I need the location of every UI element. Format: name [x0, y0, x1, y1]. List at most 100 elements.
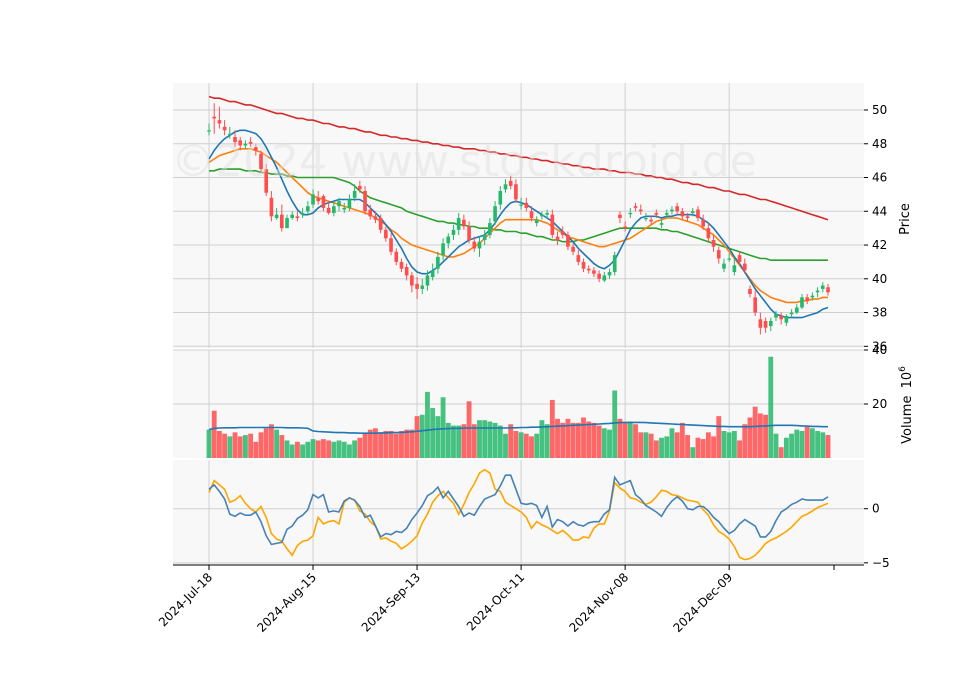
volume-bar	[305, 441, 311, 458]
volume-bar	[747, 417, 753, 458]
volume-bar	[601, 428, 607, 458]
volume-axis-tick-label: 40	[872, 343, 887, 357]
price-axis-tick-label: 46	[872, 171, 887, 185]
volume-bar	[388, 431, 394, 458]
candle-body	[602, 275, 607, 281]
volume-bar	[419, 414, 425, 458]
candle-body	[280, 214, 284, 229]
volume-bar	[612, 390, 618, 458]
price-axis-tick-label: 40	[872, 272, 887, 286]
volume-bar	[258, 432, 264, 458]
volume-bar	[591, 422, 597, 458]
candle-body	[508, 180, 513, 186]
candle-body	[404, 266, 409, 276]
candle-body	[347, 199, 352, 208]
volume-bar	[477, 420, 482, 458]
candle-body	[550, 214, 555, 235]
volume-bar	[404, 429, 410, 458]
candle-body	[399, 261, 404, 269]
candle-body	[342, 207, 347, 210]
candle-body	[649, 219, 653, 222]
candle-body	[259, 153, 263, 170]
x-axis-tick-label: 2024-Jul-18	[156, 570, 215, 629]
volume-bar	[211, 410, 217, 458]
candle-body	[253, 147, 258, 151]
volume-axis-exponent: 6	[898, 366, 908, 372]
candle-body	[290, 214, 295, 219]
candle-body	[488, 223, 492, 235]
volume-bar	[690, 447, 696, 458]
volume-bar	[409, 429, 415, 458]
x-axis-tick-label: 2024-Dec-09	[670, 570, 735, 635]
candle-body	[810, 295, 815, 298]
volume-bar	[268, 424, 274, 458]
candle-body	[826, 287, 830, 293]
price-axis-tick-label: 36	[872, 339, 887, 353]
price-axis-tick-label: 38	[872, 306, 887, 320]
volume-bar	[430, 408, 436, 458]
volume-bar	[638, 432, 644, 458]
volume-bar	[383, 431, 389, 458]
candle-body	[685, 216, 690, 219]
volume-bar	[445, 422, 451, 458]
candle-body	[768, 320, 773, 327]
candle-body	[238, 140, 243, 146]
moving-average-blue	[208, 129, 829, 319]
candle-body	[368, 209, 373, 217]
candle-body	[222, 126, 227, 131]
candle-body	[389, 238, 393, 252]
candle-body	[243, 143, 248, 146]
volume-bar	[773, 433, 779, 458]
volume-bar	[778, 447, 784, 458]
volume-bar	[373, 428, 378, 458]
volume-bar	[565, 418, 571, 458]
candle-body	[680, 211, 685, 217]
candle-body	[425, 275, 430, 286]
candle-body	[503, 184, 508, 190]
volume-bar	[336, 440, 342, 458]
volume-bar	[737, 440, 742, 458]
candle-body	[472, 241, 477, 249]
candle-body	[420, 285, 425, 289]
candle-body	[623, 226, 627, 229]
candle-body	[300, 212, 305, 215]
volume-bar	[466, 401, 472, 458]
candle-body	[269, 197, 274, 217]
volume-bar	[362, 433, 368, 458]
x-axis-tick-label: 2024-Nov-08	[567, 570, 632, 635]
x-axis-tick-label: 2024-Aug-15	[254, 570, 319, 635]
volume-bar	[674, 432, 680, 458]
signal-line	[208, 468, 829, 561]
candle-body	[638, 209, 643, 212]
price-panel: 36 38 40 42 44 46 48 50	[173, 83, 887, 353]
volume-bar	[248, 433, 254, 458]
candle-body	[716, 250, 721, 259]
volume-bar	[607, 429, 612, 458]
candle-body	[415, 283, 419, 289]
candle-body	[326, 207, 331, 213]
candle-body	[446, 236, 451, 244]
candle-body	[784, 315, 789, 323]
candle-body	[482, 234, 487, 240]
candle-body	[358, 185, 362, 190]
volume-bar	[653, 440, 659, 458]
candle-body	[363, 191, 367, 212]
volume-bar	[347, 444, 352, 458]
candle-body	[763, 320, 768, 328]
candle-body	[477, 241, 482, 249]
volume-bar	[731, 431, 737, 458]
volume-bar	[471, 424, 477, 458]
x-axis-tick-label: 2024-Sep-13	[359, 570, 423, 634]
volume-bar	[482, 420, 488, 458]
candle-body	[248, 142, 253, 144]
candle-body	[311, 194, 315, 205]
volume-bar	[508, 424, 514, 458]
candle-body	[337, 201, 341, 207]
candle-body	[581, 261, 586, 269]
candle-body	[321, 196, 326, 208]
candle-body	[378, 218, 383, 230]
volume-bar	[622, 422, 628, 458]
candle-body	[586, 268, 591, 271]
candle-body	[675, 206, 679, 212]
volume-bar	[435, 416, 441, 458]
